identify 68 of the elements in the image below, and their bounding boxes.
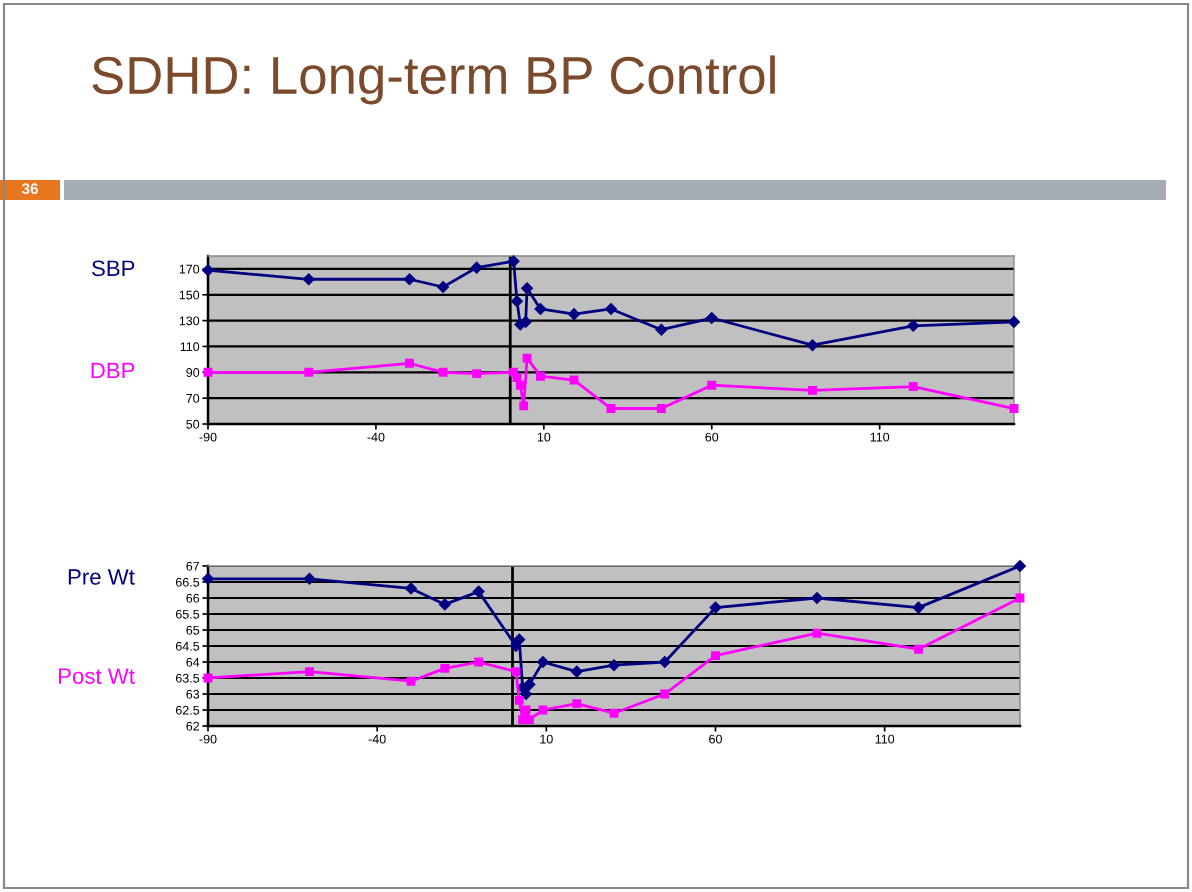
point: [522, 353, 532, 363]
point: [608, 659, 620, 671]
point: [812, 628, 822, 638]
point: [510, 640, 522, 652]
point: [914, 644, 923, 654]
point: [440, 663, 450, 673]
point: [606, 404, 616, 413]
point: [536, 371, 545, 381]
point: [511, 667, 521, 677]
point: [709, 601, 722, 614]
point: [438, 367, 448, 377]
text: SBP: [92, 260, 135, 277]
point: [405, 358, 414, 368]
point: [655, 323, 668, 336]
point: [305, 667, 314, 677]
point: [538, 705, 548, 715]
point: [474, 657, 484, 667]
point: [808, 385, 817, 395]
point: [521, 705, 531, 715]
point: [660, 689, 670, 699]
point: [1015, 593, 1025, 603]
point: [521, 282, 533, 295]
point: [512, 373, 522, 382]
point: [472, 585, 485, 598]
point: [1014, 560, 1026, 572]
point: [1008, 316, 1020, 328]
point: [907, 320, 919, 332]
point: [524, 715, 534, 725]
point: [711, 651, 720, 661]
point: [514, 695, 524, 705]
text: DBP: [91, 362, 135, 379]
point: [806, 339, 819, 351]
point: [568, 308, 580, 320]
point: [406, 676, 416, 686]
point: [511, 295, 523, 307]
point: [202, 573, 214, 585]
point: [537, 656, 549, 668]
point: [609, 708, 619, 718]
point: [515, 380, 525, 390]
point: [908, 382, 918, 391]
point: [303, 273, 315, 285]
point: [534, 303, 547, 315]
text: Pre Wt: [68, 569, 135, 585]
point: [605, 303, 617, 315]
text: Post Wt: [58, 668, 135, 684]
point: [912, 601, 925, 614]
point: [403, 273, 416, 285]
point: [405, 582, 417, 595]
point: [437, 281, 449, 293]
point: [811, 592, 823, 604]
point: [569, 375, 579, 385]
point: [572, 699, 582, 709]
point: [1009, 404, 1019, 413]
point: [707, 380, 717, 390]
point: [507, 255, 520, 267]
point: [202, 264, 214, 276]
point: [659, 656, 671, 668]
point: [439, 598, 451, 611]
point: [304, 367, 314, 377]
point: [571, 665, 583, 678]
point: [519, 401, 529, 411]
point: [303, 573, 316, 585]
point: [470, 261, 483, 274]
chart-title: SDHD: Long-term BP Control: [92, 55, 775, 105]
point: [656, 404, 666, 413]
point: [472, 369, 482, 379]
point: [706, 312, 718, 324]
point: [523, 678, 536, 691]
